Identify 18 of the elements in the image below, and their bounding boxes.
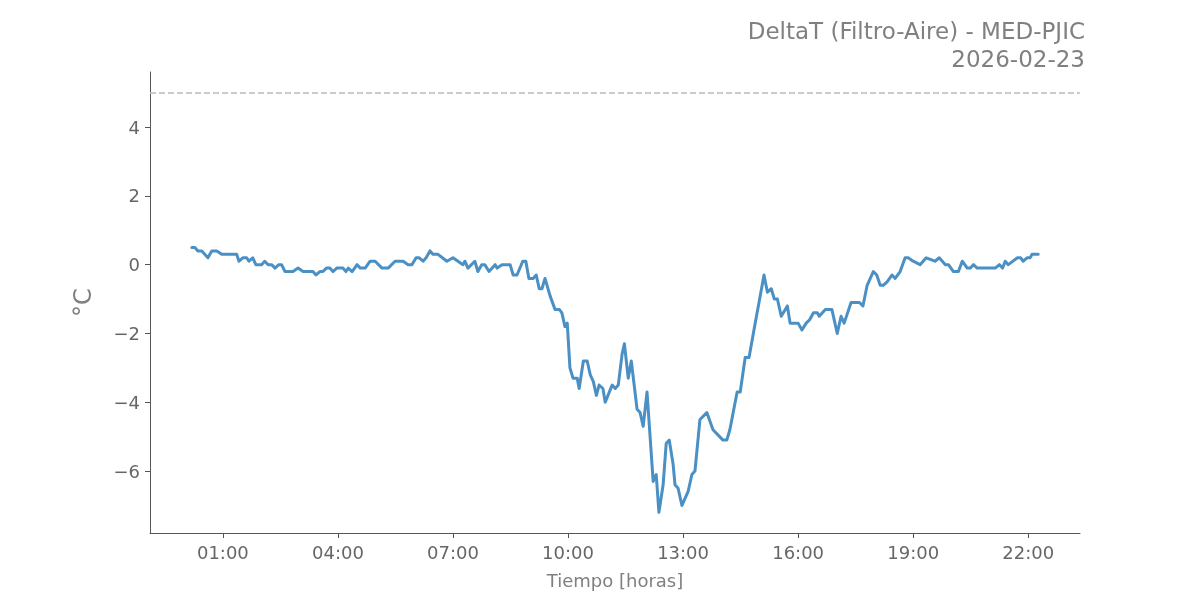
x-tick-label: 19:00: [887, 541, 940, 563]
x-tick-label: 01:00: [196, 541, 249, 563]
x-tick-label: 13:00: [657, 541, 710, 563]
x-tick-label: 04:00: [311, 541, 364, 563]
line-series: [190, 245, 1040, 514]
chart-title: DeltaT (Filtro-Aire) - MED-PJIC 2026-02-23: [747, 18, 1085, 72]
y-tick-label: −2: [113, 322, 140, 344]
x-axis-title: Tiempo [horas]: [545, 569, 684, 591]
y-tick-label: −4: [113, 391, 140, 413]
y-tick-label: 0: [128, 254, 140, 276]
x-tick-label: 07:00: [427, 541, 479, 563]
y-tick-label: 4: [128, 116, 140, 138]
y-axis-title: °C: [69, 288, 97, 317]
x-tick-label: 16:00: [772, 541, 825, 563]
y-tick-label: 2: [128, 185, 140, 207]
x-tick-label: 22:00: [1002, 541, 1055, 563]
y-tick-label: −6: [113, 460, 140, 482]
x-tick-label: 10:00: [542, 541, 594, 563]
